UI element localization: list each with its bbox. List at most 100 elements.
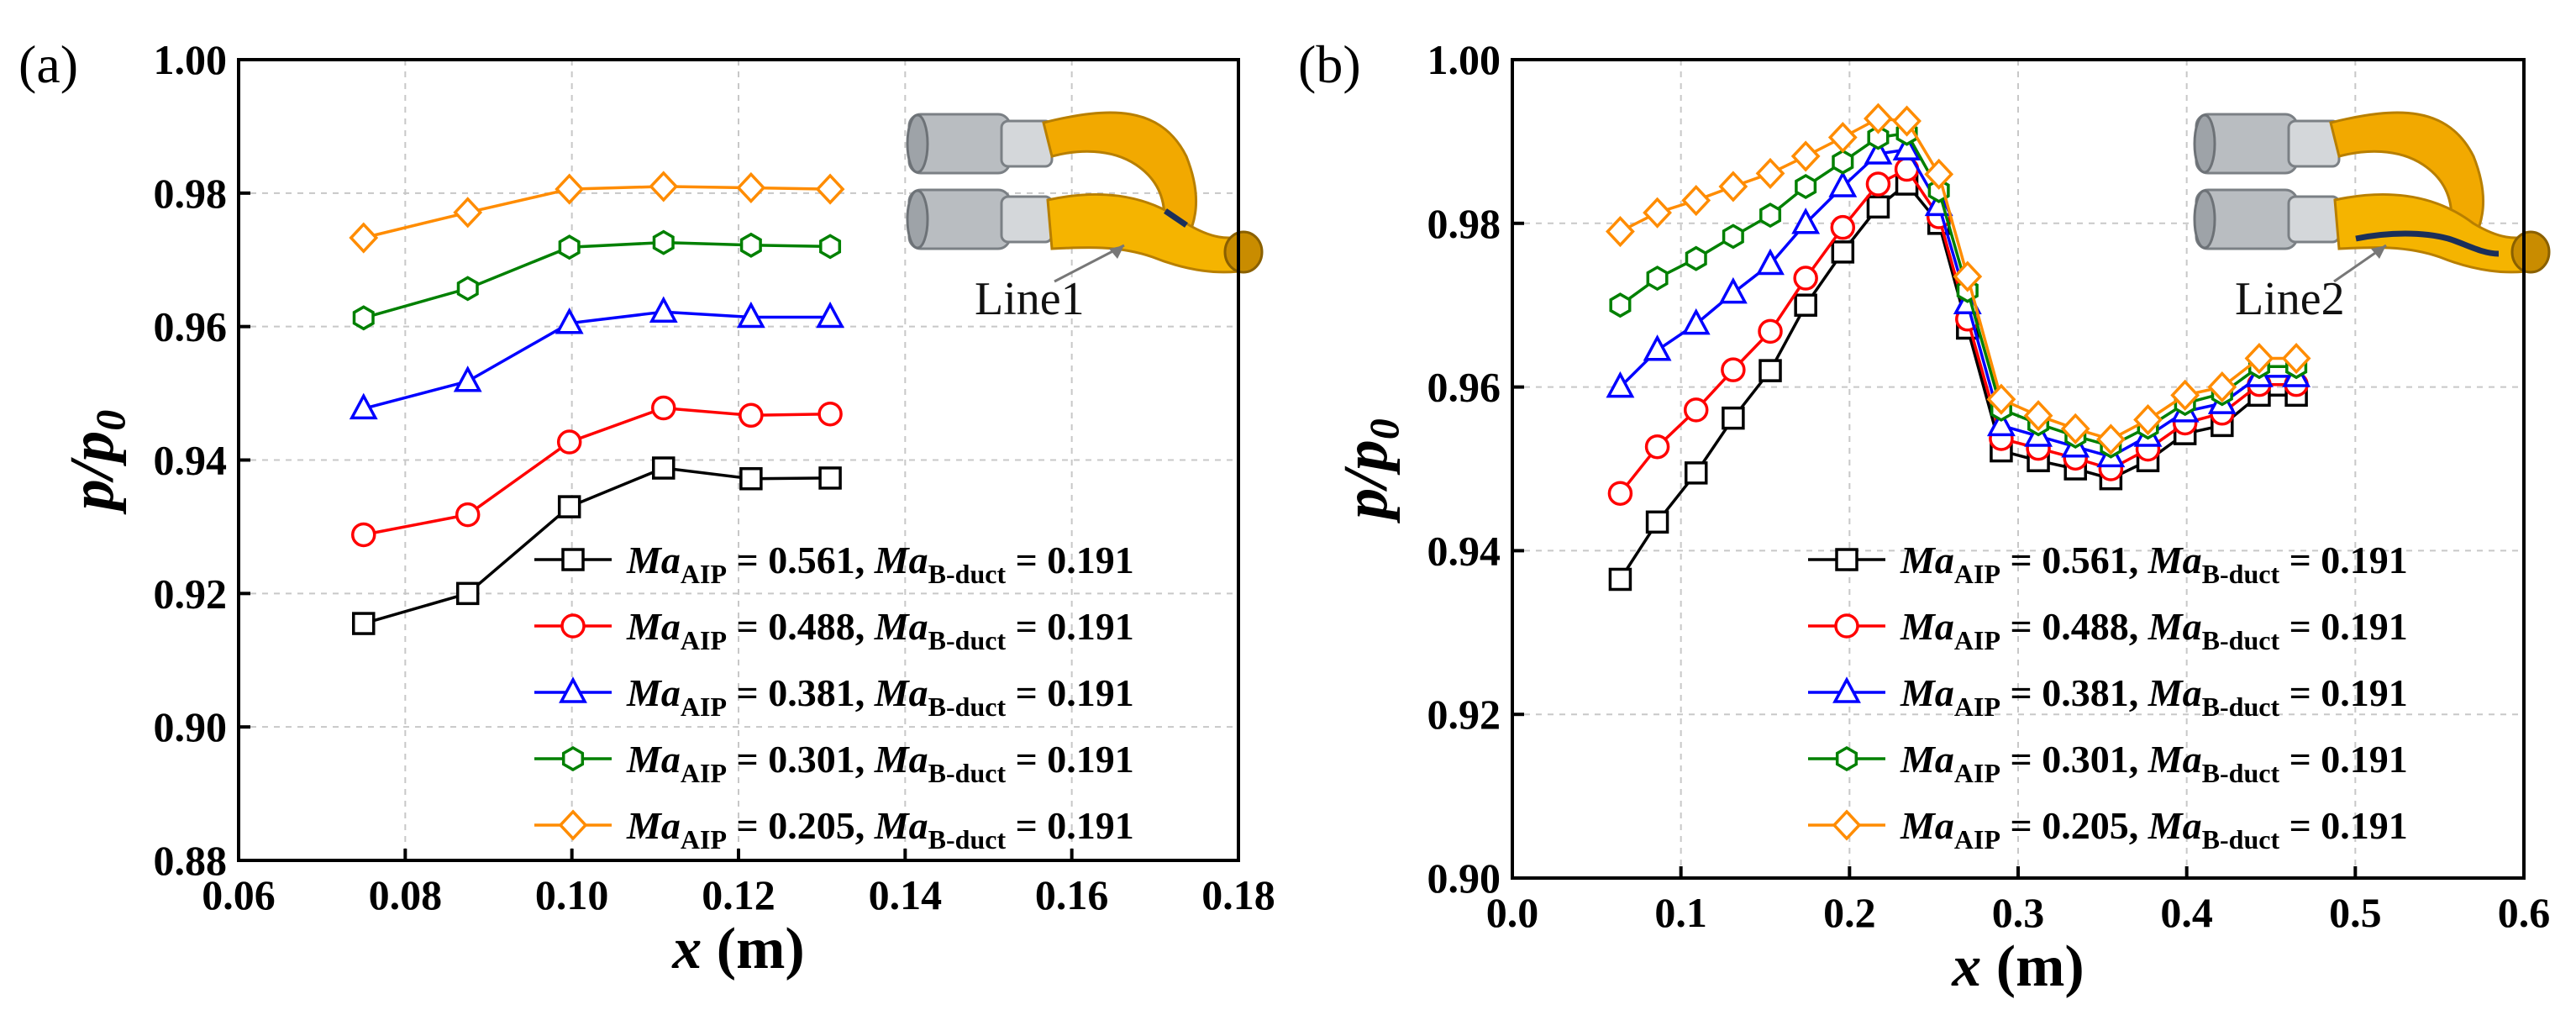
data-point	[1759, 202, 1782, 229]
x-tick-label: 0.6	[2498, 889, 2551, 936]
data-point	[455, 581, 480, 606]
data-point	[1759, 359, 1782, 382]
data-point	[2095, 423, 2126, 455]
data-point	[557, 495, 581, 518]
x-tick-label: 0.18	[1201, 871, 1275, 918]
duct-illustration	[2193, 111, 2551, 274]
data-point	[1722, 224, 1744, 250]
y-tick-label: 0.94	[1427, 527, 1501, 574]
y-tick-label: 1.00	[1427, 36, 1501, 83]
data-point	[1685, 245, 1707, 271]
callout-label: Line2	[2235, 273, 2345, 325]
y-tick-label: 0.98	[1427, 200, 1501, 247]
data-point	[556, 429, 582, 455]
legend-marker	[1832, 809, 1862, 841]
series-line	[363, 466, 831, 625]
y-tick-label: 0.92	[1427, 691, 1501, 738]
data-point	[1606, 215, 1635, 248]
x-tick-label: 0.08	[369, 871, 443, 918]
callout-label: Line1	[975, 273, 1085, 325]
data-point	[652, 229, 675, 255]
series-triangle	[349, 296, 845, 420]
data-point	[1924, 158, 1954, 190]
data-point	[818, 466, 842, 490]
y-tick-label: 0.92	[154, 570, 228, 617]
x-tick-label: 0.06	[202, 871, 276, 918]
legend-marker	[559, 676, 587, 703]
data-point	[1644, 434, 1670, 460]
legend-label: MaAIP = 0.205, MaB-duct = 0.191	[1900, 804, 2408, 855]
x-tick-label: 0.5	[2329, 889, 2382, 936]
data-point	[649, 171, 679, 202]
data-point	[1828, 171, 1858, 197]
data-point	[1608, 567, 1632, 592]
data-point	[555, 308, 584, 334]
data-point	[739, 466, 763, 491]
series-circle	[351, 395, 843, 548]
data-point	[1892, 105, 1921, 137]
x-tick-label: 0.14	[869, 871, 943, 918]
y-tick-label: 0.96	[1427, 364, 1501, 411]
chart-panel-a: Line1 0.88 0.90 0.92 0.94 0.96 0.98 1.00 0.06 0.0…	[18, 34, 1275, 981]
legend-marker	[1835, 745, 1858, 772]
legend-entry: MaAIP = 0.381, MaB-duct = 0.191	[534, 671, 1134, 722]
x-axis-title: x (m)	[671, 917, 804, 981]
data-point	[453, 197, 483, 229]
legend: MaAIP = 0.561, MaB-duct = 0.191 MaAIP = 0…	[1808, 539, 2408, 855]
data-point	[649, 296, 678, 323]
x-tick-label: 0.0	[1486, 889, 1539, 936]
data-point	[1643, 334, 1672, 361]
data-point	[453, 366, 482, 392]
legend-label: MaAIP = 0.561, MaB-duct = 0.191	[626, 539, 1134, 589]
data-point	[1683, 397, 1709, 423]
x-tick-label: 0.10	[535, 871, 609, 918]
data-point	[2170, 379, 2200, 411]
data-point	[1718, 276, 1748, 304]
data-point	[2023, 400, 2053, 432]
data-point	[352, 305, 375, 331]
series-hexagon	[352, 229, 842, 331]
data-point	[351, 522, 376, 548]
data-point	[1643, 197, 1672, 229]
data-point	[1607, 481, 1633, 506]
x-tick-label: 0.16	[1035, 871, 1109, 918]
data-point	[652, 456, 676, 480]
x-tick-label: 0.1	[1654, 889, 1707, 936]
data-point	[819, 234, 842, 260]
x-tick-label: 0.3	[1992, 889, 2045, 936]
data-point	[1865, 171, 1891, 197]
data-point	[1832, 149, 1854, 175]
legend-entry: MaAIP = 0.205, MaB-duct = 0.191	[1808, 804, 2408, 855]
data-point	[1681, 308, 1711, 335]
data-point	[736, 171, 766, 204]
data-point	[1721, 357, 1746, 382]
callout-arrowhead	[1109, 245, 1124, 259]
data-point	[739, 402, 764, 429]
series-diamond	[1606, 103, 2311, 455]
panel-label: (a)	[18, 34, 78, 94]
legend-marker	[561, 745, 585, 772]
legend-entry: MaAIP = 0.381, MaB-duct = 0.191	[1808, 671, 2408, 722]
legend-label: MaAIP = 0.488, MaB-duct = 0.191	[626, 605, 1134, 655]
data-point	[2060, 413, 2090, 444]
data-point	[816, 301, 845, 329]
y-tick-label: 0.98	[154, 170, 228, 217]
data-point	[1790, 140, 1821, 172]
legend-entry: MaAIP = 0.561, MaB-duct = 0.191	[534, 539, 1134, 589]
data-point	[1986, 383, 2016, 415]
legend-label: MaAIP = 0.488, MaB-duct = 0.191	[1900, 605, 2408, 655]
legend-entry: MaAIP = 0.488, MaB-duct = 0.191	[534, 605, 1134, 655]
data-point	[1718, 171, 1748, 202]
legend: MaAIP = 0.561, MaB-duct = 0.191 MaAIP = 0…	[534, 539, 1134, 855]
y-tick-label: 0.96	[154, 303, 228, 350]
data-point	[1755, 157, 1785, 189]
legend-marker	[560, 613, 586, 639]
data-point	[2207, 371, 2237, 403]
data-point	[1866, 195, 1890, 219]
data-point	[817, 401, 843, 427]
y-tick-label: 0.94	[154, 437, 228, 484]
data-point	[1827, 121, 1858, 154]
series-line	[363, 310, 831, 410]
legend-entry: MaAIP = 0.301, MaB-duct = 0.191	[1808, 738, 2408, 788]
